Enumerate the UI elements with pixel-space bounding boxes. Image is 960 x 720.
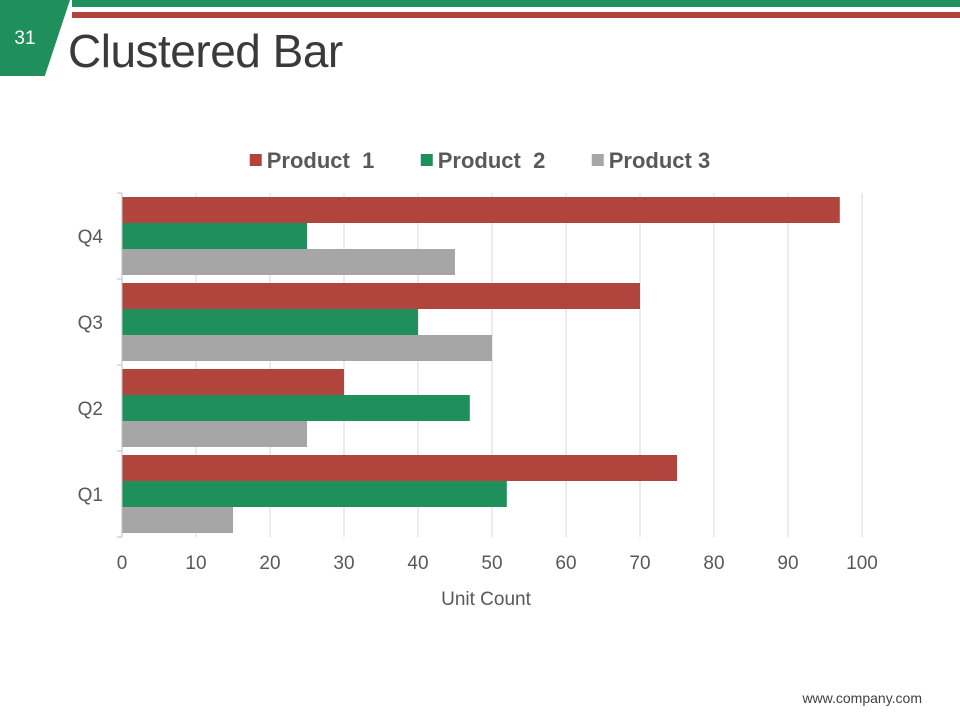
bar-q4-series-3 <box>122 249 455 275</box>
footer-url: www.company.com <box>802 690 922 706</box>
chart-bars <box>122 197 840 533</box>
x-tick-label: 80 <box>703 553 724 574</box>
y-category-label: Q1 <box>78 485 103 506</box>
x-tick-label: 30 <box>333 553 354 574</box>
bar-q3-series-1 <box>122 283 640 309</box>
x-tick-label: 90 <box>777 553 798 574</box>
x-tick-label: 0 <box>117 553 128 574</box>
chart-legend: Product 1 Product 2 Product 3 <box>249 148 710 173</box>
top-accent-line-green <box>72 0 960 7</box>
x-axis-title: Unit Count <box>441 589 531 610</box>
bar-q1-series-1 <box>122 455 677 481</box>
bar-q2-series-3 <box>122 421 307 447</box>
bar-q1-series-3 <box>122 507 233 533</box>
bar-q2-series-2 <box>122 395 470 421</box>
page-title: Clustered Bar <box>68 25 343 77</box>
bar-q1-series-2 <box>122 481 507 507</box>
chart-axes: 0 10 20 30 40 50 60 70 80 90 100 Q1 Q2 Q3 Q4 <box>78 192 878 574</box>
x-tick-label: 60 <box>555 553 576 574</box>
bar-q3-series-3 <box>122 335 492 361</box>
legend-label: Product 3 <box>609 148 710 173</box>
x-tick-label: 100 <box>846 553 878 574</box>
bar-q2-series-1 <box>122 369 344 395</box>
bar-q4-series-1 <box>122 197 840 223</box>
legend-swatch <box>249 154 262 166</box>
legend-label: Product 2 <box>438 148 546 173</box>
x-tick-label: 50 <box>481 553 502 574</box>
bar-q4-series-2 <box>122 223 307 249</box>
bar-q3-series-2 <box>122 309 418 335</box>
y-category-label: Q4 <box>78 227 104 248</box>
legend-swatch <box>591 154 604 166</box>
x-tick-label: 20 <box>259 553 280 574</box>
x-tick-label: 70 <box>629 553 650 574</box>
y-category-label: Q3 <box>78 313 103 334</box>
x-tick-label: 40 <box>407 553 428 574</box>
y-category-label: Q2 <box>78 399 103 420</box>
slide-number: 31 <box>14 28 36 49</box>
top-accent-line-red <box>72 12 960 18</box>
x-tick-label: 10 <box>185 553 206 574</box>
legend-label: Product 1 <box>267 148 375 173</box>
legend-swatch <box>420 154 433 166</box>
